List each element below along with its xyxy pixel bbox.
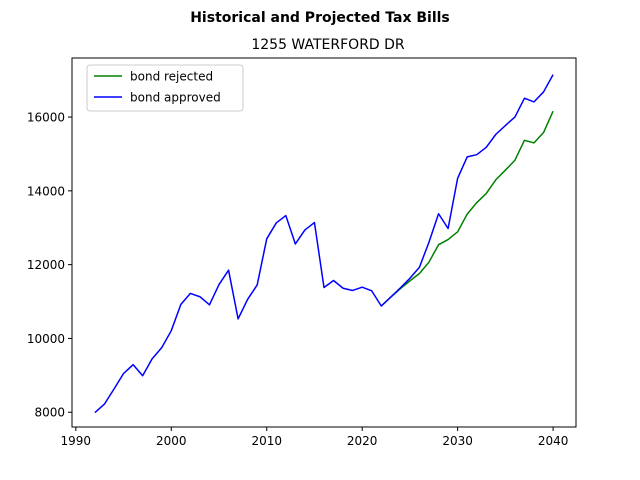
y-tick-label: 14000 — [27, 184, 65, 198]
x-tick-label: 1990 — [61, 434, 92, 448]
series-line-bond-approved — [94, 74, 554, 414]
x-tick-label: 2020 — [347, 434, 378, 448]
y-tick-label: 8000 — [34, 406, 65, 420]
x-tick-label: 2040 — [538, 434, 569, 448]
legend-label: bond rejected — [130, 70, 213, 84]
chart-title: 1255 WATERFORD DR — [251, 37, 405, 53]
y-tick-label: 16000 — [27, 111, 65, 125]
y-tick-label: 10000 — [27, 332, 65, 346]
x-tick-label: 2030 — [442, 434, 473, 448]
x-axis: 1990 2000 2010 2020 2030 2040 — [61, 427, 569, 448]
plot-lines — [94, 74, 554, 414]
legend: bond rejected bond approved — [86, 64, 244, 112]
y-axis: 8000 10000 12000 14000 16000 — [27, 111, 72, 420]
chart-suptitle: Historical and Projected Tax Bills — [190, 10, 450, 26]
series-line-bond-rejected — [380, 110, 554, 307]
legend-box — [86, 64, 244, 112]
plot-frame — [71, 57, 577, 428]
x-tick-label: 2000 — [156, 434, 187, 448]
x-tick-label: 2010 — [251, 434, 282, 448]
y-tick-label: 12000 — [27, 258, 65, 272]
legend-label: bond approved — [130, 91, 221, 105]
